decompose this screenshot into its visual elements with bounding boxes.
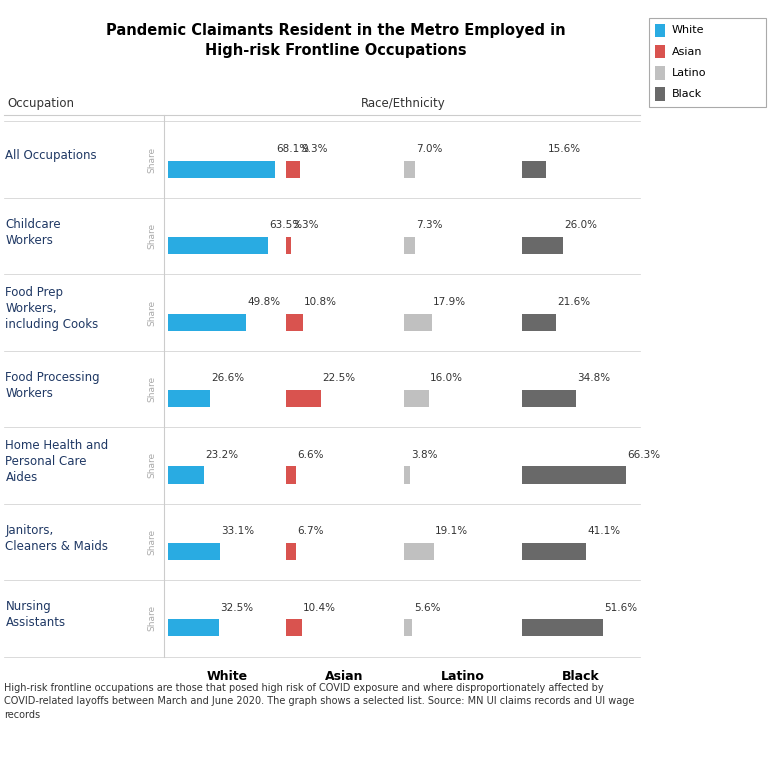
Bar [522, 237, 562, 254]
Text: 3.8%: 3.8% [411, 450, 438, 460]
Bar [285, 161, 300, 178]
Bar [404, 237, 415, 254]
Text: Share: Share [147, 376, 157, 402]
Text: 49.8%: 49.8% [247, 297, 281, 307]
Text: 32.5%: 32.5% [220, 603, 254, 613]
Bar [285, 313, 303, 331]
Bar [285, 543, 296, 560]
Text: 34.8%: 34.8% [578, 373, 611, 383]
Text: 66.3%: 66.3% [627, 450, 661, 460]
Text: 19.1%: 19.1% [435, 526, 468, 536]
Bar [168, 390, 210, 407]
Text: Home Health and
Personal Care
Aides: Home Health and Personal Care Aides [5, 439, 108, 484]
Bar [404, 161, 415, 178]
Text: Share: Share [147, 452, 157, 478]
Text: 10.8%: 10.8% [304, 297, 337, 307]
Text: Asian: Asian [672, 46, 702, 57]
Text: 5.6%: 5.6% [413, 603, 440, 613]
Bar [522, 161, 546, 178]
Text: 10.4%: 10.4% [303, 603, 336, 613]
Bar [168, 543, 220, 560]
Text: 15.6%: 15.6% [548, 144, 580, 154]
Text: Latino: Latino [672, 68, 706, 78]
Text: Childcare
Workers: Childcare Workers [5, 218, 61, 247]
Bar [522, 466, 626, 483]
Text: Share: Share [147, 605, 157, 631]
Bar [168, 237, 268, 254]
Text: 33.1%: 33.1% [221, 526, 254, 536]
Text: High-risk frontline occupations are those that posed high risk of COVID exposure: High-risk frontline occupations are thos… [4, 683, 634, 720]
Text: Asian: Asian [325, 670, 364, 683]
Text: Share: Share [147, 529, 157, 555]
Bar [285, 466, 296, 483]
Text: 7.3%: 7.3% [417, 220, 443, 231]
Text: 7.0%: 7.0% [416, 144, 442, 154]
Text: 6.7%: 6.7% [297, 526, 324, 536]
Text: 41.1%: 41.1% [587, 526, 621, 536]
Bar [404, 619, 413, 637]
Bar [168, 466, 204, 483]
Text: Race/Ethnicity: Race/Ethnicity [361, 97, 446, 111]
Text: White: White [672, 25, 704, 36]
Text: 26.6%: 26.6% [211, 373, 244, 383]
Text: Latino: Latino [441, 670, 484, 683]
Bar [168, 619, 219, 637]
Text: Black: Black [672, 89, 702, 99]
Text: Nursing
Assistants: Nursing Assistants [5, 600, 66, 629]
Bar [285, 237, 291, 254]
Bar [522, 313, 555, 331]
Text: Occupation: Occupation [8, 97, 75, 111]
Bar [285, 619, 302, 637]
Bar [404, 466, 410, 483]
Text: 26.0%: 26.0% [564, 220, 597, 231]
Bar [168, 313, 246, 331]
Text: Share: Share [147, 300, 157, 326]
Text: 22.5%: 22.5% [322, 373, 356, 383]
Bar [522, 390, 576, 407]
Bar [404, 313, 432, 331]
Text: 21.6%: 21.6% [557, 297, 590, 307]
Text: 16.0%: 16.0% [430, 373, 463, 383]
Text: Pandemic Claimants Resident in the Metro Employed in
High-risk Frontline Occupat: Pandemic Claimants Resident in the Metro… [105, 23, 566, 58]
Text: 17.9%: 17.9% [433, 297, 466, 307]
Bar [285, 390, 321, 407]
Text: 3.3%: 3.3% [292, 220, 318, 231]
Bar [404, 390, 429, 407]
Text: Share: Share [147, 223, 157, 249]
Text: Food Prep
Workers,
including Cooks: Food Prep Workers, including Cooks [5, 286, 99, 331]
Text: White: White [206, 670, 247, 683]
Bar [168, 161, 275, 178]
Text: 51.6%: 51.6% [604, 603, 637, 613]
Bar [522, 619, 603, 637]
Bar [404, 543, 434, 560]
Text: 23.2%: 23.2% [205, 450, 239, 460]
Text: Food Processing
Workers: Food Processing Workers [5, 370, 100, 400]
Text: Janitors,
Cleaners & Maids: Janitors, Cleaners & Maids [5, 524, 108, 553]
Bar [522, 543, 587, 560]
Text: Share: Share [147, 146, 157, 173]
Text: All Occupations: All Occupations [5, 150, 97, 162]
Text: 9.3%: 9.3% [302, 144, 328, 154]
Text: 63.5%: 63.5% [269, 220, 302, 231]
Text: Black: Black [562, 670, 600, 683]
Text: 6.6%: 6.6% [297, 450, 324, 460]
Text: 68.1%: 68.1% [276, 144, 309, 154]
